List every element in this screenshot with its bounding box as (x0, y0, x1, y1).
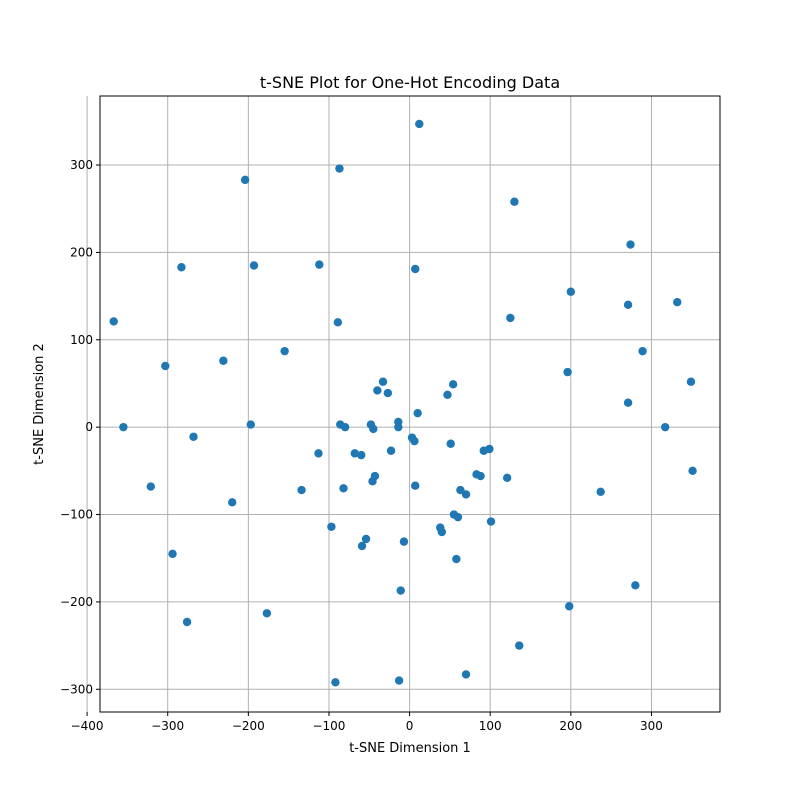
x-axis-label: t-SNE Dimension 1 (349, 741, 471, 756)
data-point (146, 482, 155, 491)
data-point (563, 367, 572, 377)
x-tick-label: 0 (406, 719, 414, 733)
data-point (448, 380, 458, 389)
data-point (350, 449, 359, 458)
data-point (411, 481, 420, 490)
data-point (660, 422, 670, 432)
y-tick-label: 0 (85, 420, 93, 434)
data-point (340, 422, 350, 432)
y-tick-label: −100 (60, 508, 93, 522)
data-point (357, 450, 366, 460)
data-point (297, 485, 306, 495)
data-point (394, 422, 403, 432)
data-point (413, 408, 422, 418)
data-point (249, 261, 259, 270)
y-axis-label: t-SNE Dimension 2 (32, 343, 47, 465)
data-point (565, 602, 574, 611)
data-point (361, 534, 371, 544)
data-point (626, 240, 635, 249)
data-point (688, 466, 697, 476)
y-tick-label: 300 (70, 158, 93, 172)
data-point (182, 617, 192, 627)
data-point (566, 287, 576, 296)
y-tick-label: −300 (60, 682, 93, 696)
data-point (479, 446, 488, 455)
chart-title: t-SNE Plot for One-Hot Encoding Data (260, 73, 560, 92)
data-point (394, 676, 404, 685)
data-point (456, 485, 465, 495)
data-point (515, 641, 524, 650)
data-point (437, 527, 447, 537)
x-tick-label: 300 (640, 719, 663, 733)
data-point (686, 377, 696, 386)
data-point (119, 422, 128, 432)
x-tick-label: 100 (479, 719, 502, 733)
y-tick-label: 200 (70, 245, 93, 259)
x-tick-label: 200 (559, 719, 582, 733)
data-points (109, 119, 697, 687)
data-point (486, 517, 496, 526)
data-point (228, 498, 237, 507)
data-point (510, 197, 519, 206)
data-point (461, 670, 471, 679)
data-point (339, 484, 348, 493)
data-point (331, 678, 340, 687)
data-point (461, 490, 471, 499)
data-point (357, 541, 367, 551)
data-point (315, 260, 324, 269)
data-point (262, 609, 272, 618)
data-point (673, 298, 682, 307)
data-point (638, 346, 647, 356)
data-point (177, 263, 186, 272)
x-tick-label: −200 (232, 719, 265, 733)
x-tick-label: −300 (151, 719, 184, 733)
data-point (168, 549, 177, 559)
y-tick-label: −200 (60, 595, 93, 609)
data-point (161, 361, 170, 371)
data-point (411, 264, 420, 274)
data-point (631, 581, 640, 590)
x-tick-label: −100 (312, 719, 345, 733)
data-point (189, 432, 198, 441)
data-point (369, 424, 378, 434)
data-point (219, 356, 228, 365)
data-point (476, 471, 485, 481)
data-point (446, 439, 455, 448)
data-point (399, 537, 409, 546)
data-point (335, 164, 344, 173)
data-point (452, 554, 461, 564)
data-point (378, 377, 388, 386)
data-point (506, 313, 515, 323)
axis-ticks: −400 −300 −200 −100 0 100 200 300 −300 −200 −100 0 1… (60, 158, 663, 733)
data-point (415, 119, 424, 129)
data-point (373, 386, 382, 395)
grid-lines (86, 96, 720, 712)
data-point (386, 446, 396, 455)
data-point (623, 300, 633, 310)
data-point (109, 317, 118, 326)
data-point (280, 346, 289, 356)
data-point (370, 471, 380, 481)
data-point (240, 175, 250, 185)
data-point (453, 512, 463, 522)
data-point (443, 390, 452, 400)
data-point (314, 449, 323, 458)
data-point (333, 318, 343, 327)
data-point (246, 420, 255, 429)
data-point (502, 473, 512, 483)
data-point (327, 522, 336, 531)
data-point (596, 487, 605, 497)
data-point (410, 436, 419, 446)
data-point (396, 586, 405, 595)
y-tick-label: 100 (70, 333, 93, 347)
data-point (383, 388, 393, 398)
data-point (623, 398, 633, 407)
x-tick-label: −400 (71, 719, 104, 733)
